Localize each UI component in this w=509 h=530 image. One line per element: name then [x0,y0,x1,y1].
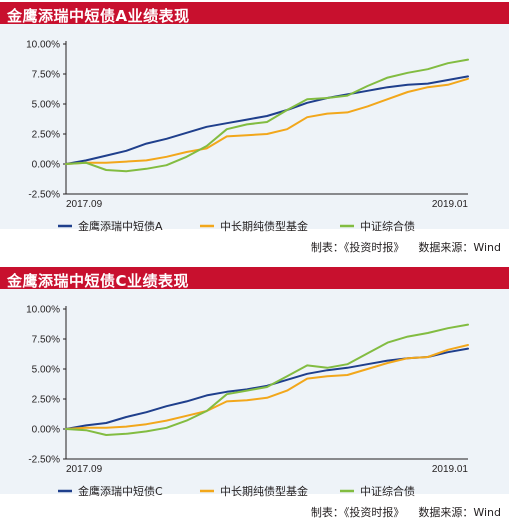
source-label: 制表：《投资时报》 [310,241,405,254]
legend-label: 中证综合债 [360,484,415,498]
y-tick-label: -2.50% [28,455,60,466]
y-tick-label: 7.50% [32,70,60,81]
legend-label: 金鹰添瑞中短债A [78,219,163,233]
y-tick-label: 5.00% [32,100,60,111]
series-line-1 [65,75,469,165]
x-tick-label-end: 2019.01 [432,199,469,210]
series-line-3 [65,323,469,436]
y-tick-label: 10.00% [26,305,60,316]
y-tick-label: 0.00% [32,160,60,171]
chart-title: 金鹰添瑞中短债C业绩表现 [7,272,190,290]
series-line-3 [65,58,469,173]
x-tick-label-start: 2017.09 [66,464,103,475]
x-tick-label-start: 2017.09 [66,199,103,210]
y-tick-label: 0.00% [32,425,60,436]
chart-area [0,289,509,494]
legend-label: 中长期纯债型基金 [220,219,308,233]
y-tick-label: 2.50% [32,395,60,406]
series-line-2 [65,77,469,165]
y-tick-label: -2.50% [28,190,60,201]
y-tick-label: 2.50% [32,130,60,141]
source-line: 制表：《投资时报》 数据来源：Wind [311,239,501,255]
chart-panel-c: 金鹰添瑞中短债C业绩表现 10.00% 7.50% 5.00% 2.50% 0.00% -… [0,265,509,530]
legend-label: 中长期纯债型基金 [220,484,308,498]
x-tick-label-end: 2019.01 [432,464,469,475]
line-chart-a: 10.00% 7.50% 5.00% 2.50% 0.00% -2.50% 2017.09 2… [26,40,469,233]
chart-title: 金鹰添瑞中短债A业绩表现 [7,7,190,25]
series-line-2 [65,344,469,430]
line-chart-c: 10.00% 7.50% 5.00% 2.50% 0.00% -2.50% 2017.09 2… [26,305,469,498]
data-source-label: 数据来源：Wind [418,241,501,254]
legend-label: 中证综合债 [360,219,415,233]
y-tick-label: 10.00% [26,40,60,51]
data-source-label: 数据来源：Wind [418,506,501,519]
chart-area [0,24,509,229]
y-tick-label: 5.00% [32,365,60,376]
y-tick-label: 7.50% [32,335,60,346]
source-label: 制表：《投资时报》 [310,506,405,519]
chart-panel-a: 金鹰添瑞中短债A业绩表现 10.00% 7.50% 5.00% 2.50% 0.00% -… [0,2,509,255]
source-line: 制表：《投资时报》 数据来源：Wind [311,504,501,520]
title-bar: 金鹰添瑞中短债C业绩表现 [0,267,509,290]
title-bar: 金鹰添瑞中短债A业绩表现 [0,2,509,25]
legend-label: 金鹰添瑞中短债C [78,484,163,498]
series-line-1 [65,347,469,430]
